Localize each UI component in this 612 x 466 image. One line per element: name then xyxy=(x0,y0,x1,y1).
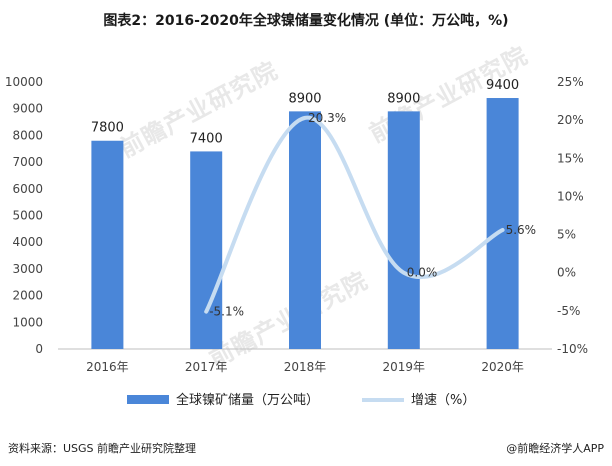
growth-line-layer xyxy=(204,115,505,314)
y-left-tick-label: 4000 xyxy=(12,235,43,249)
line-labels-layer: -5.1% 20.3% 0.0% 5.6% xyxy=(209,111,536,319)
right-axis-ticks: -10% -5% 0% 5% 10% 15% 20% 25% xyxy=(557,75,588,356)
bar-value-label: 7400 xyxy=(190,131,223,146)
y-right-tick-label: 10% xyxy=(557,189,584,203)
x-labels-layer: 2016年 2017年 2018年 2019年 2020年 xyxy=(86,360,524,374)
bar-value-label: 8900 xyxy=(288,91,321,106)
growth-value-label: 0.0% xyxy=(407,266,438,280)
y-left-tick-label: 6000 xyxy=(12,182,43,196)
y-left-tick-label: 0 xyxy=(35,342,43,356)
growth-line xyxy=(204,115,505,314)
y-left-tick-label: 1000 xyxy=(12,315,43,329)
y-left-tick-label: 9000 xyxy=(12,102,43,116)
brand-note: @前瞻经济学人APP xyxy=(506,442,604,455)
growth-value-label: -5.1% xyxy=(209,305,244,319)
x-tick-label: 2020年 xyxy=(481,360,524,374)
y-left-tick-label: 7000 xyxy=(12,155,43,169)
x-tick-label: 2017年 xyxy=(185,360,228,374)
y-right-tick-label: -5% xyxy=(557,304,580,318)
y-left-tick-label: 3000 xyxy=(12,262,43,276)
bar-value-label: 9400 xyxy=(486,78,519,93)
source-note: 资料来源：USGS 前瞻产业研究院整理 xyxy=(8,442,197,455)
bar xyxy=(91,140,124,349)
y-left-tick-label: 10000 xyxy=(5,75,43,89)
x-tick-label: 2018年 xyxy=(284,360,327,374)
bars-layer xyxy=(91,98,519,350)
legend-line-label: 增速（%） xyxy=(411,393,475,408)
legend-bar-swatch xyxy=(127,395,169,404)
bar xyxy=(289,111,321,350)
y-left-tick-label: 8000 xyxy=(12,128,43,142)
x-tick-label: 2019年 xyxy=(383,360,426,374)
y-left-tick-label: 5000 xyxy=(12,209,43,223)
y-right-tick-label: 5% xyxy=(557,228,576,242)
y-right-tick-label: 25% xyxy=(557,75,584,89)
bar-labels-layer: 7800 7400 8900 8900 9400 xyxy=(91,78,519,146)
bar xyxy=(486,98,519,350)
left-axis-ticks: 0 1000 2000 3000 4000 5000 6000 7000 8000 9000 100… xyxy=(5,75,43,356)
chart-title: 图表2：2016-2020年全球镍储量变化情况 (单位：万公吨，%) xyxy=(103,13,509,29)
y-right-tick-label: -10% xyxy=(557,342,588,356)
bar-value-label: 7800 xyxy=(91,121,124,136)
bar-value-label: 8900 xyxy=(387,91,420,106)
legend: 全球镍矿储量（万公吨） 增速（%） xyxy=(127,392,475,408)
growth-value-label: 5.6% xyxy=(506,223,536,237)
y-right-tick-label: 15% xyxy=(557,151,584,165)
y-right-tick-label: 0% xyxy=(557,266,576,280)
y-right-tick-label: 20% xyxy=(557,113,584,127)
y-left-tick-label: 2000 xyxy=(12,289,43,303)
legend-bar-label: 全球镍矿储量（万公吨） xyxy=(176,392,319,408)
bar xyxy=(190,151,223,349)
x-tick-label: 2016年 xyxy=(86,360,129,374)
growth-value-label: 20.3% xyxy=(308,111,346,125)
bar xyxy=(387,111,420,350)
